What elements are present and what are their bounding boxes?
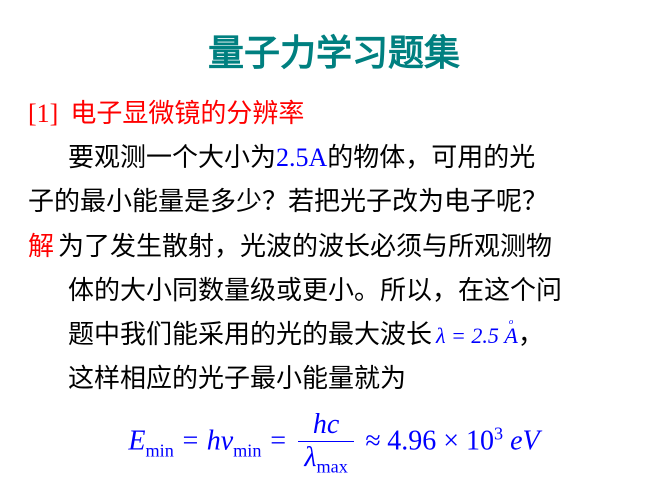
formula-nu: ν [221, 426, 233, 457]
solution-label: 解 [28, 232, 54, 261]
solution-line1c-post: ， [518, 320, 544, 349]
problem-body-line2: 子的最小能量是多少？若把光子改为电子呢？ [0, 180, 668, 224]
formula-value: 4.96 [387, 426, 436, 457]
formula-eq1: = [181, 426, 207, 457]
solution-line1: 解 为了发生散射，光波的波长必须与所观测物 [0, 225, 668, 269]
formula-exp: 3 [494, 424, 503, 444]
energy-formula: Emin = hνmin = hc λmax ≈ 4.96 × 103 eV [0, 401, 668, 478]
formula-approx: ≈ [365, 426, 387, 457]
problem-body-line1: 要观测一个大小为2.5A的物体，可用的光 [0, 136, 668, 180]
problem-body-prefix: 要观测一个大小为 [68, 143, 276, 172]
problem-body-suffix: 的物体，可用的光 [327, 143, 535, 172]
formula-lambda: λ [304, 442, 316, 473]
formula-eq2: = [268, 426, 294, 457]
solution-line2: 体的大小同数量级或更小。所以，在这个问 [0, 269, 668, 313]
formula-unit: eV [510, 426, 540, 457]
formula-max: max [316, 457, 347, 477]
problem-heading-line: [1] 电子显微镜的分辨率 [0, 92, 668, 136]
problem-label: [1] [28, 99, 58, 128]
problem-value: 2.5A [276, 143, 327, 172]
solution-line4: 这样相应的光子最小能量就为 [0, 357, 668, 401]
formula-min1: min [146, 441, 174, 461]
formula-expbase: 10 [466, 426, 494, 457]
solution-line1d: 这样相应的光子最小能量就为 [68, 364, 406, 393]
solution-line1a: 为了发生散射，光波的波长必须与所观测物 [58, 232, 552, 261]
solution-line1b: 体的大小同数量级或更小。所以，在这个问 [68, 276, 562, 305]
formula-min2: min [233, 441, 261, 461]
problem-heading: 电子显微镜的分辨率 [70, 99, 304, 128]
formula-hc: hc [313, 409, 339, 440]
page-title: 量子力学习题集 [208, 33, 460, 73]
solution-line3: 题中我们能采用的光的最大波长 λ = 2.5 A， [0, 313, 668, 357]
lambda-equation: λ = 2.5 A [436, 323, 518, 348]
formula-fraction: hc λmax [298, 409, 353, 478]
solution-line1c-pre: 题中我们能采用的光的最大波长 [68, 320, 432, 349]
formula-E: E [128, 426, 145, 457]
formula-times: × [443, 426, 459, 457]
formula-h: h [207, 426, 221, 457]
problem-body-line2-text: 子的最小能量是多少？若把光子改为电子呢？ [28, 187, 548, 216]
